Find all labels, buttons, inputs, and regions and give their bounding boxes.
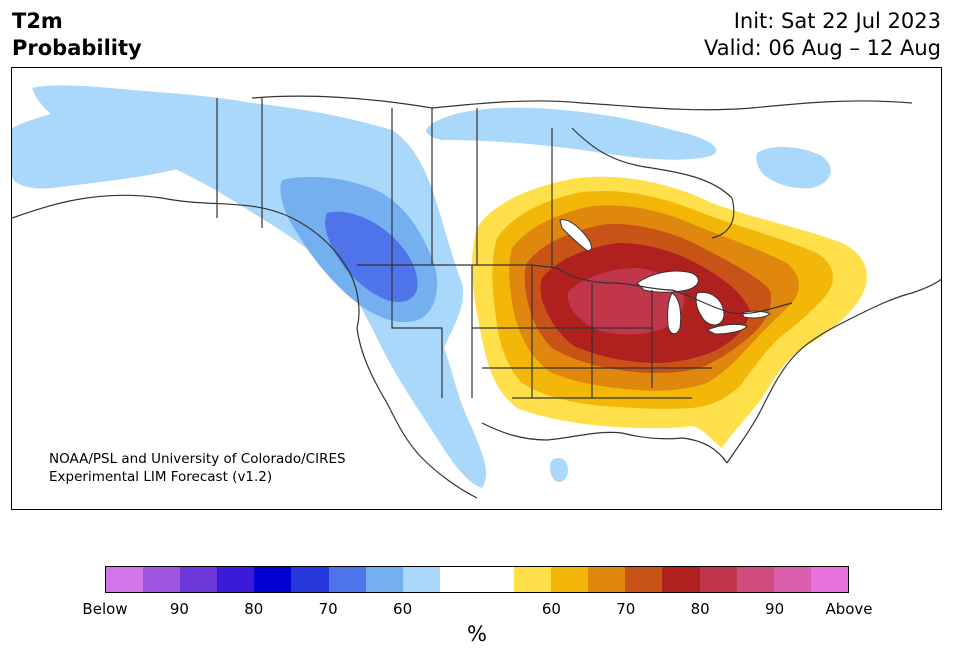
state-lines-central xyxy=(391,265,712,399)
lake-superior xyxy=(636,270,699,293)
colorbar-segment xyxy=(736,567,774,592)
colorbar-segment xyxy=(291,567,329,592)
colorbar-segment xyxy=(365,567,403,592)
credit-line-org: NOAA/PSL and University of Colorado/CIRE… xyxy=(49,451,346,467)
colorbar-segment xyxy=(625,567,663,592)
map-credit: NOAA/PSL and University of Colorado/CIRE… xyxy=(49,450,346,486)
colorbar-segment xyxy=(588,567,626,592)
colorbar-tick-label: 80 xyxy=(244,600,264,618)
colorbar-segment xyxy=(402,567,440,592)
hudson-bay xyxy=(571,127,735,239)
below-60-alaska xyxy=(12,97,232,189)
colorbar-segment xyxy=(217,567,255,592)
colorbar-tick-label: 60 xyxy=(541,600,561,618)
great-lakes xyxy=(559,219,771,335)
below-60-hudson-east xyxy=(756,146,831,189)
map-title: T2m Probability xyxy=(12,8,142,62)
forecast-dates: Init: Sat 22 Jul 2023 Valid: 06 Aug – 12… xyxy=(704,8,941,62)
colorbar-segment xyxy=(106,567,144,592)
colorbar-segment xyxy=(254,567,292,592)
init-date: Init: Sat 22 Jul 2023 xyxy=(733,9,941,33)
colorbar xyxy=(105,566,849,593)
valid-range: Valid: 06 Aug – 12 Aug xyxy=(703,36,941,60)
colorbar-segment xyxy=(328,567,366,592)
colorbar-tick-label: Below xyxy=(82,600,128,618)
lake-huron xyxy=(695,291,725,326)
coastline-west xyxy=(12,194,478,499)
colorbar-segment xyxy=(699,567,737,592)
forecast-map xyxy=(11,67,942,510)
colorbar-tick-label: 90 xyxy=(765,600,785,618)
colorbar-tick-label: 90 xyxy=(169,600,189,618)
coastline-gulf xyxy=(481,422,728,464)
colorbar-unit: % xyxy=(467,622,487,646)
colorbar-segment xyxy=(180,567,218,592)
lake-winnipeg xyxy=(559,219,593,252)
canada-provinces xyxy=(216,98,553,268)
colorbar-tick-label: 70 xyxy=(616,600,636,618)
colorbar-segment xyxy=(476,567,515,592)
political-boundaries xyxy=(12,95,941,499)
map-svg xyxy=(12,85,941,499)
below-80-region xyxy=(325,211,418,302)
title-line-probability: Probability xyxy=(12,36,142,60)
colorbar-segment xyxy=(514,567,552,592)
below-60-northwest xyxy=(32,85,487,488)
colorbar-tick-label: 60 xyxy=(393,600,413,618)
colorbar-tick-label: 70 xyxy=(318,600,338,618)
below-normal-regions xyxy=(12,85,831,488)
title-line-variable: T2m xyxy=(12,9,63,33)
coastline-east xyxy=(726,278,941,464)
colorbar-segment xyxy=(439,567,477,592)
colorbar-segment xyxy=(551,567,589,592)
below-60-gulf-spot xyxy=(549,458,568,482)
colorbar-segment xyxy=(662,567,700,592)
below-60-canada-north xyxy=(426,107,717,160)
colorbar-segment xyxy=(810,567,848,592)
colorbar-tick-label: Above xyxy=(825,600,873,618)
colorbar-segment xyxy=(773,567,811,592)
colorbar-segment xyxy=(143,567,181,592)
credit-line-model: Experimental LIM Forecast (v1.2) xyxy=(49,469,273,485)
lake-michigan xyxy=(667,292,682,335)
arctic-coast xyxy=(251,95,913,111)
us-canada-border xyxy=(357,264,793,315)
lake-erie xyxy=(705,323,748,335)
colorbar-tick-label: 80 xyxy=(690,600,710,618)
